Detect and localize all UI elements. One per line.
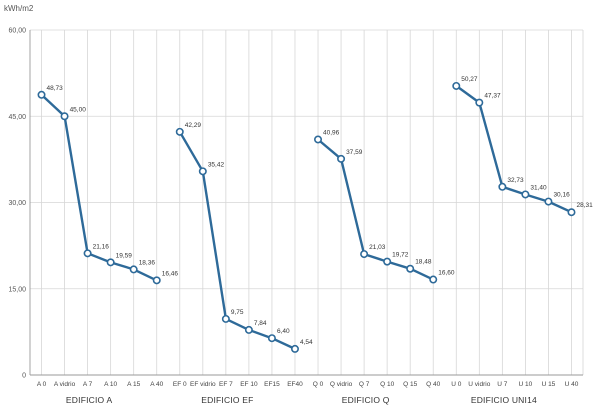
x-tick-label: U 40 [565, 381, 579, 388]
x-tick-label: Q 10 [380, 381, 394, 388]
x-tick-label: EF 0 [173, 381, 187, 388]
data-point [198, 167, 207, 176]
x-tick-label: U 0 [451, 381, 462, 388]
data-point [544, 197, 553, 206]
data-label: 30,16 [553, 192, 570, 199]
data-label: 18,36 [139, 259, 156, 266]
x-tick-label: EF40 [287, 381, 303, 388]
data-label: 40,96 [323, 129, 340, 136]
data-label: 7,84 [254, 320, 267, 327]
y-axis-unit-label: kWh/m2 [4, 4, 34, 13]
group-label: EDIFICIO Q [342, 395, 390, 405]
data-label: 6,40 [277, 328, 290, 335]
x-tick-label: A 0 [37, 381, 47, 388]
data-point [383, 257, 392, 266]
y-tick-label: 45,00 [8, 114, 26, 121]
data-label: 35,42 [208, 161, 225, 168]
x-tick-label: EF 7 [219, 381, 233, 388]
group-label: EDIFICIO UNI14 [471, 395, 537, 405]
data-point [175, 127, 184, 136]
data-point [567, 208, 576, 217]
series-line [40, 93, 158, 282]
gridlines [30, 29, 584, 375]
data-label: 32,73 [507, 177, 524, 184]
data-point [521, 190, 530, 199]
data-point [452, 81, 461, 90]
x-tick-label: A 15 [127, 381, 140, 388]
axes [29, 30, 583, 376]
data-label: 42,29 [185, 122, 202, 129]
data-point [83, 249, 92, 258]
data-point [244, 325, 253, 334]
data-label: 31,40 [530, 184, 547, 191]
x-tick-label: U vidrio [468, 381, 490, 388]
group-label: EDIFICIO EF [201, 395, 253, 405]
data-point [360, 250, 369, 259]
x-tick-label: U 7 [497, 381, 508, 388]
x-tick-label: Q 7 [359, 381, 370, 388]
group-label: EDIFICIO A [66, 395, 113, 405]
data-point [290, 344, 299, 353]
data-label: 19,59 [116, 252, 133, 259]
y-tick-labels: 0 15,00 30,00 45,00 60,00 [8, 28, 26, 380]
y-tick-label: 0 [22, 373, 26, 380]
data-point [314, 135, 323, 144]
x-tick-label: Q vidrio [330, 381, 353, 388]
data-label: 19,72 [392, 252, 409, 259]
x-tick-label: A 10 [104, 381, 117, 388]
x-tick-label: Q 0 [313, 381, 324, 388]
series [37, 81, 576, 353]
x-tick-label: U 10 [519, 381, 533, 388]
data-point [429, 275, 438, 284]
y-tick-label: 15,00 [8, 286, 26, 293]
series-line [178, 130, 297, 351]
group-labels: EDIFICIO A EDIFICIO EF EDIFICIO Q EDIFICIO … [66, 395, 537, 405]
x-tick-label: Q 15 [403, 381, 417, 388]
data-label: 48,73 [47, 85, 64, 92]
x-tick-label: Q 40 [426, 381, 440, 388]
data-label: 21,03 [369, 244, 386, 251]
data-point [337, 154, 346, 163]
data-label: 16,60 [438, 270, 455, 277]
series-line [316, 138, 435, 281]
data-label: 37,59 [346, 149, 363, 156]
data-point [406, 264, 415, 273]
data-point [498, 182, 507, 191]
x-tick-label: A 7 [83, 381, 93, 388]
data-point [152, 276, 161, 285]
y-tick-label: 60,00 [8, 28, 26, 35]
data-label: 50,27 [461, 76, 478, 83]
data-label: 16,46 [162, 270, 179, 277]
x-tick-label: A vidrio [54, 381, 76, 388]
x-tick-label: EF vidrio [190, 381, 216, 388]
x-tick-label: U 15 [542, 381, 556, 388]
data-point [60, 112, 69, 121]
data-point [129, 265, 138, 274]
data-label: 47,37 [484, 93, 501, 100]
x-tick-label: EF15 [264, 381, 280, 388]
data-label: 9,75 [231, 309, 244, 316]
series-line [455, 84, 573, 214]
data-point [475, 98, 484, 107]
data-point [106, 258, 115, 267]
data-point [221, 314, 230, 323]
data-label: 4,54 [300, 339, 313, 346]
x-tick-label: A 40 [150, 381, 163, 388]
y-tick-label: 30,00 [8, 200, 26, 207]
data-point [267, 334, 276, 343]
data-label: 45,00 [70, 106, 87, 113]
data-label: 18,48 [415, 259, 432, 266]
data-label: 28,31 [576, 202, 593, 209]
data-label: 21,16 [93, 243, 110, 250]
data-point [37, 90, 46, 99]
data-labels: 48,73 45,00 21,16 19,59 18,36 16,46 42,29 35,42… [47, 76, 594, 346]
x-tick-label: EF 10 [240, 381, 258, 388]
